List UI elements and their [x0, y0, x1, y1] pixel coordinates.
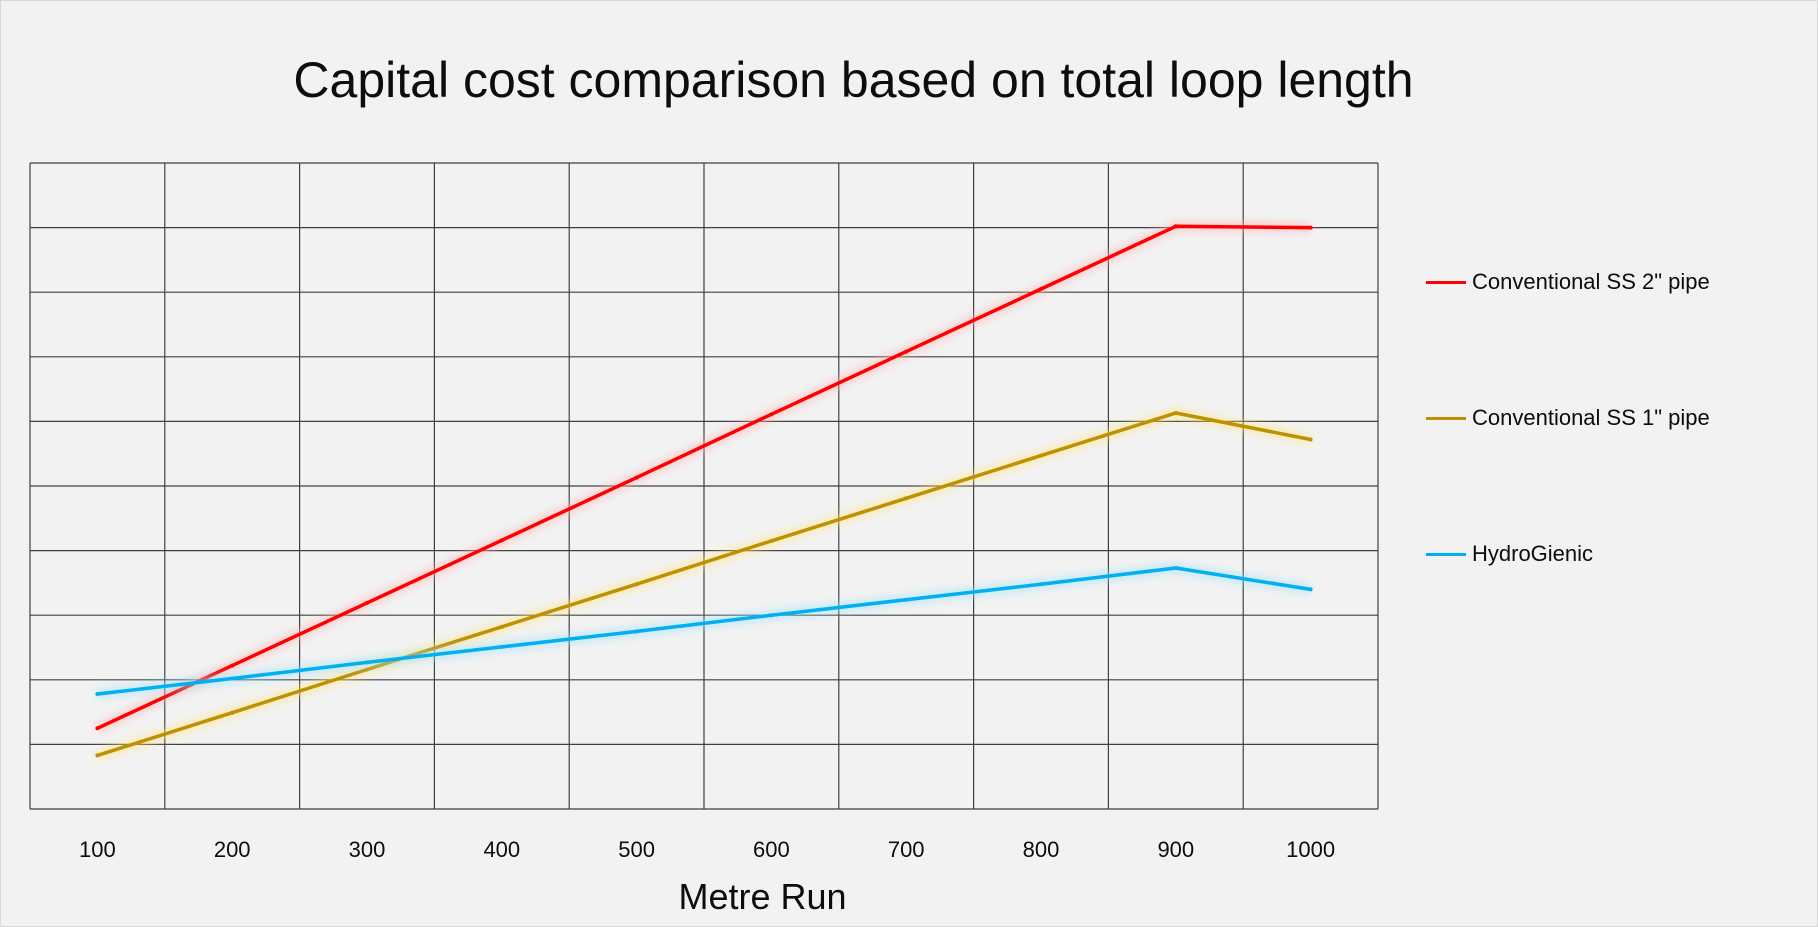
- legend-item: Conventional SS 2" pipe: [1426, 267, 1710, 297]
- data-point: [499, 538, 504, 543]
- data-point: [1039, 582, 1043, 587]
- data-point: [1308, 587, 1313, 592]
- data-point: [769, 412, 774, 417]
- data-point: [904, 496, 909, 501]
- series-line: [95, 411, 1313, 758]
- x-tick-label: 900: [1157, 837, 1194, 862]
- series-line: [95, 224, 1313, 731]
- x-tick-labels: 100 200 300 400 500 600 700 800 900 1000: [79, 837, 1335, 862]
- data-point: [634, 582, 639, 587]
- data-point: [769, 613, 774, 618]
- legend-item: Conventional SS 1" pipe: [1426, 403, 1710, 433]
- x-tick-label: 500: [618, 837, 655, 862]
- data-point: [769, 538, 774, 543]
- x-tick-label: 100: [79, 837, 116, 862]
- legend-item: HydroGienic: [1426, 539, 1593, 569]
- x-tick-label: 400: [483, 837, 520, 862]
- data-point: [499, 624, 504, 629]
- data-point: [634, 629, 639, 634]
- x-tick-label: 200: [214, 837, 251, 862]
- data-point: [230, 663, 235, 668]
- legend-swatch: [1426, 416, 1466, 420]
- legend-swatch: [1426, 280, 1466, 284]
- series-line: [95, 566, 1313, 696]
- x-axis-title: Metre Run: [678, 876, 847, 917]
- data-point: [904, 597, 909, 602]
- gridlines: [29, 162, 1379, 810]
- data-point: [95, 753, 100, 758]
- x-tick-label: 1000: [1286, 837, 1335, 862]
- x-tick-label: 800: [1023, 837, 1060, 862]
- data-point: [499, 644, 504, 649]
- data-point: [1173, 224, 1178, 229]
- data-point: [1308, 437, 1313, 442]
- data-point: [95, 692, 100, 697]
- x-tick-label: 600: [753, 837, 790, 862]
- legend-label: HydroGienic: [1472, 541, 1594, 566]
- data-point: [1039, 453, 1043, 458]
- data-point: [1039, 286, 1043, 291]
- legend-label: Conventional SS 1" pipe: [1472, 405, 1710, 430]
- data-point: [904, 349, 909, 354]
- data-point: [95, 726, 100, 731]
- data-point: [1173, 566, 1178, 571]
- data-point: [365, 667, 369, 672]
- legend-swatch: [1426, 552, 1466, 556]
- chart-title: Capital cost comparison based on total l…: [293, 52, 1414, 108]
- data-point: [365, 660, 369, 665]
- data-point: [230, 710, 235, 715]
- data-point: [365, 600, 369, 605]
- data-point: [634, 475, 639, 480]
- legend-label: Conventional SS 2" pipe: [1472, 269, 1710, 294]
- x-tick-label: 300: [349, 837, 386, 862]
- x-tick-label: 700: [888, 837, 925, 862]
- data-point: [1173, 411, 1178, 416]
- series-lines: [95, 221, 1313, 761]
- data-point: [1308, 225, 1313, 230]
- data-point: [230, 676, 235, 681]
